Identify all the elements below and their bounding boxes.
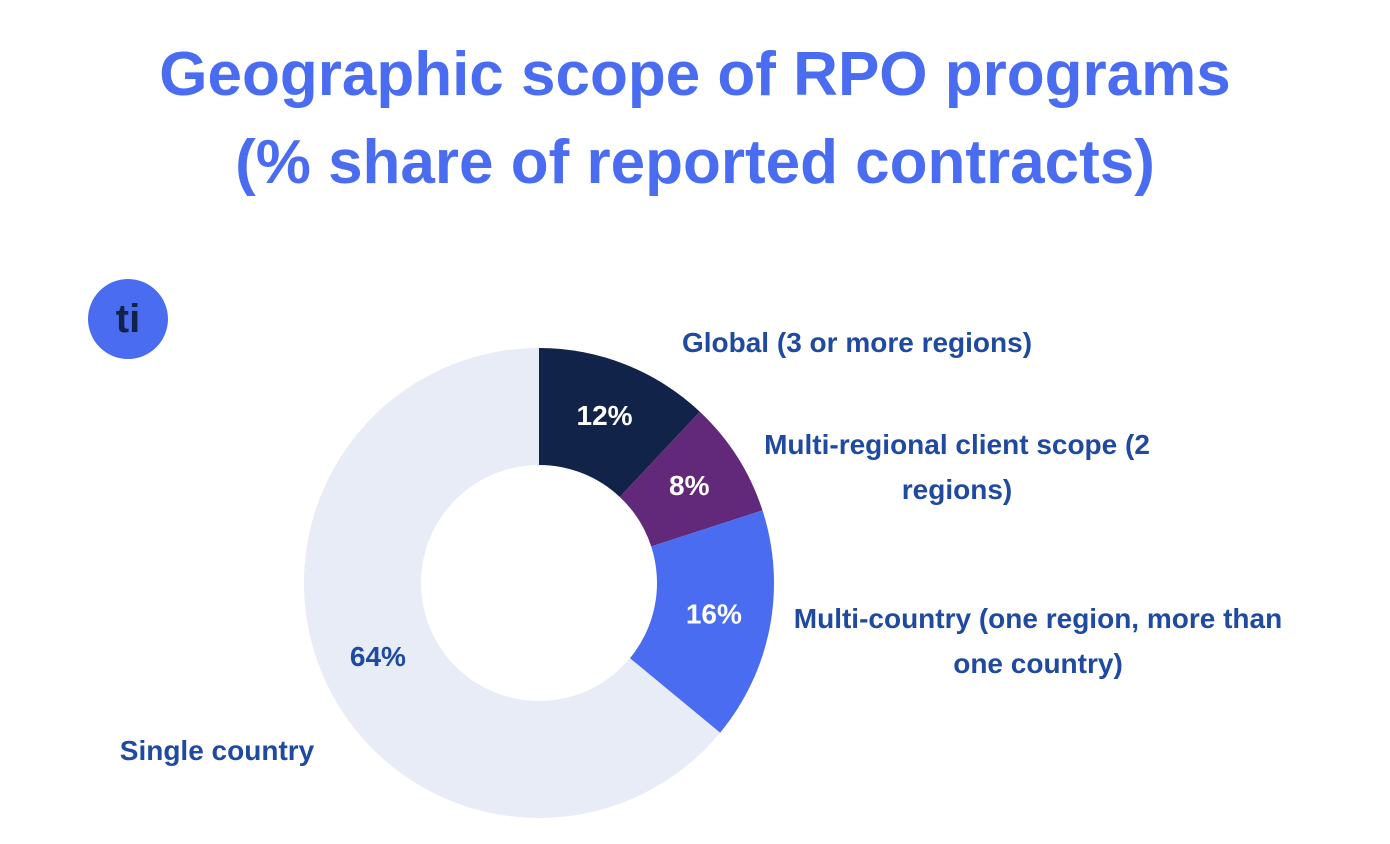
category-label: Single country: [119, 735, 315, 766]
value-label: 16%: [686, 599, 742, 630]
value-label: 64%: [350, 641, 406, 672]
donut-slice: [539, 348, 700, 497]
category-label: Global (3 or more regions): [681, 327, 1033, 358]
donut-slice: [619, 411, 763, 547]
donut-slice: [303, 347, 721, 818]
logo: ti: [88, 279, 168, 359]
chart-title: Geographic scope of RPO programs: [159, 40, 1231, 109]
value-label: 12%: [577, 400, 633, 431]
chart-subtitle: (% share of reported contracts): [235, 128, 1155, 197]
donut-slice: [629, 510, 774, 733]
value-label: 8%: [669, 470, 710, 501]
category-label: Multi-country (one region, more than one…: [793, 603, 1283, 679]
category-label: Multi-regional client scope (2 regions): [764, 429, 1150, 505]
